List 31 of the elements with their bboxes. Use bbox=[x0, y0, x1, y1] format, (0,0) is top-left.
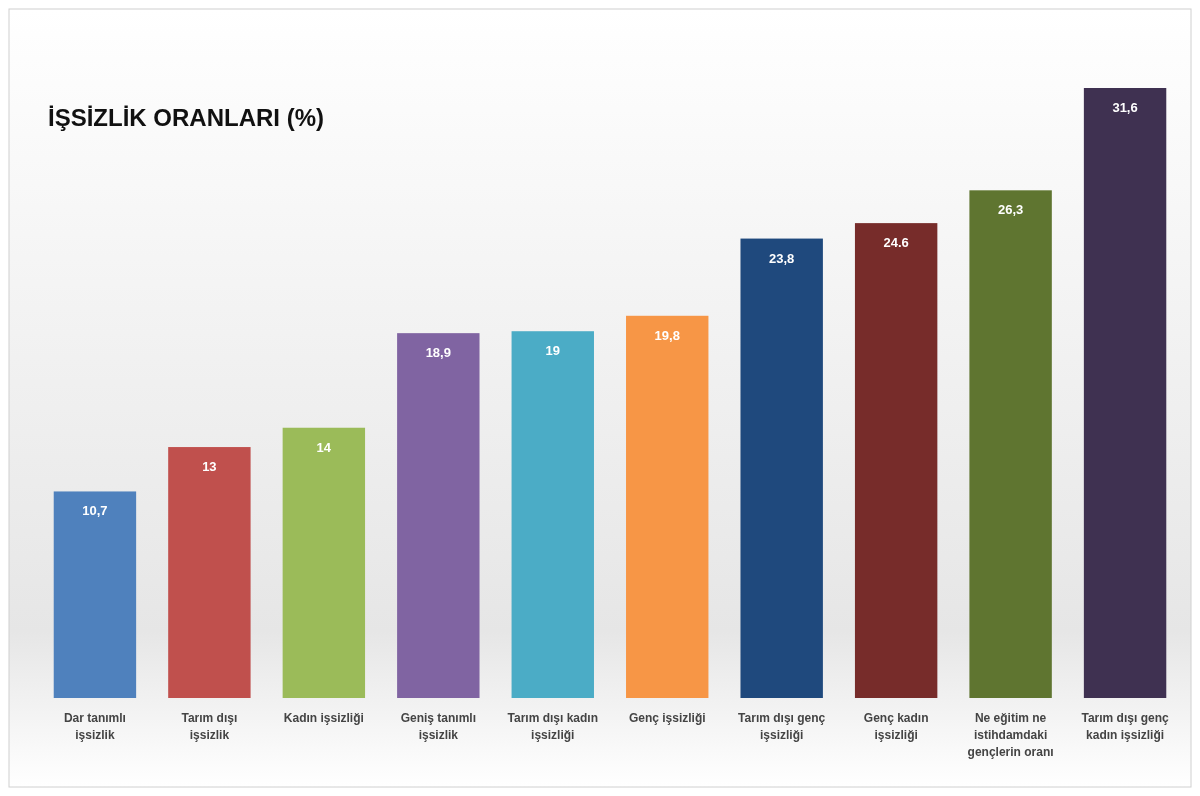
bar bbox=[282, 427, 366, 698]
bar bbox=[854, 223, 938, 698]
data-label: 13 bbox=[202, 459, 217, 475]
x-tick-label: Tarım dışı genç işsizliği bbox=[738, 711, 826, 742]
x-tick-label: Tarım dışı kadın işsizliği bbox=[507, 711, 598, 742]
text: İŞSİZLİK ORANLARI (%) bbox=[48, 104, 324, 131]
x-tick-label: Dar tanımlı işsizlik bbox=[63, 711, 126, 742]
data-label: 10,7 bbox=[82, 503, 108, 519]
bar bbox=[397, 333, 480, 698]
data-label: 19 bbox=[545, 343, 560, 359]
x-tick-label: Genç kadın işsizliği bbox=[863, 711, 929, 742]
data-label: 26,3 bbox=[997, 202, 1024, 218]
x-tick-label: Genç işsizliği bbox=[628, 711, 706, 725]
bar bbox=[969, 190, 1052, 698]
data-label: 18,9 bbox=[425, 345, 451, 361]
data-label: 24.6 bbox=[883, 235, 909, 251]
bar bbox=[1083, 88, 1167, 698]
x-tick-label: Kadın işsizliği bbox=[283, 711, 364, 725]
data-label: 14 bbox=[316, 439, 332, 455]
x-tick-label: Ne eğitim ne istihdamdaki gençlerin oranı bbox=[967, 711, 1054, 759]
bar bbox=[626, 315, 709, 698]
x-tick-label: Tarım dışı genç kadın işsizliği bbox=[1081, 711, 1169, 742]
x-tick-label: Geniş tanımlı işsizlik bbox=[400, 711, 476, 742]
data-label: 31,6 bbox=[1112, 100, 1138, 115]
bar bbox=[511, 331, 594, 698]
bar bbox=[740, 238, 823, 698]
bar bbox=[168, 447, 251, 698]
data-label: 23,8 bbox=[769, 250, 795, 266]
data-label: 19,8 bbox=[654, 327, 680, 343]
bar bbox=[53, 491, 137, 698]
x-tick-label: Tarım dışı işsizlik bbox=[181, 711, 238, 742]
